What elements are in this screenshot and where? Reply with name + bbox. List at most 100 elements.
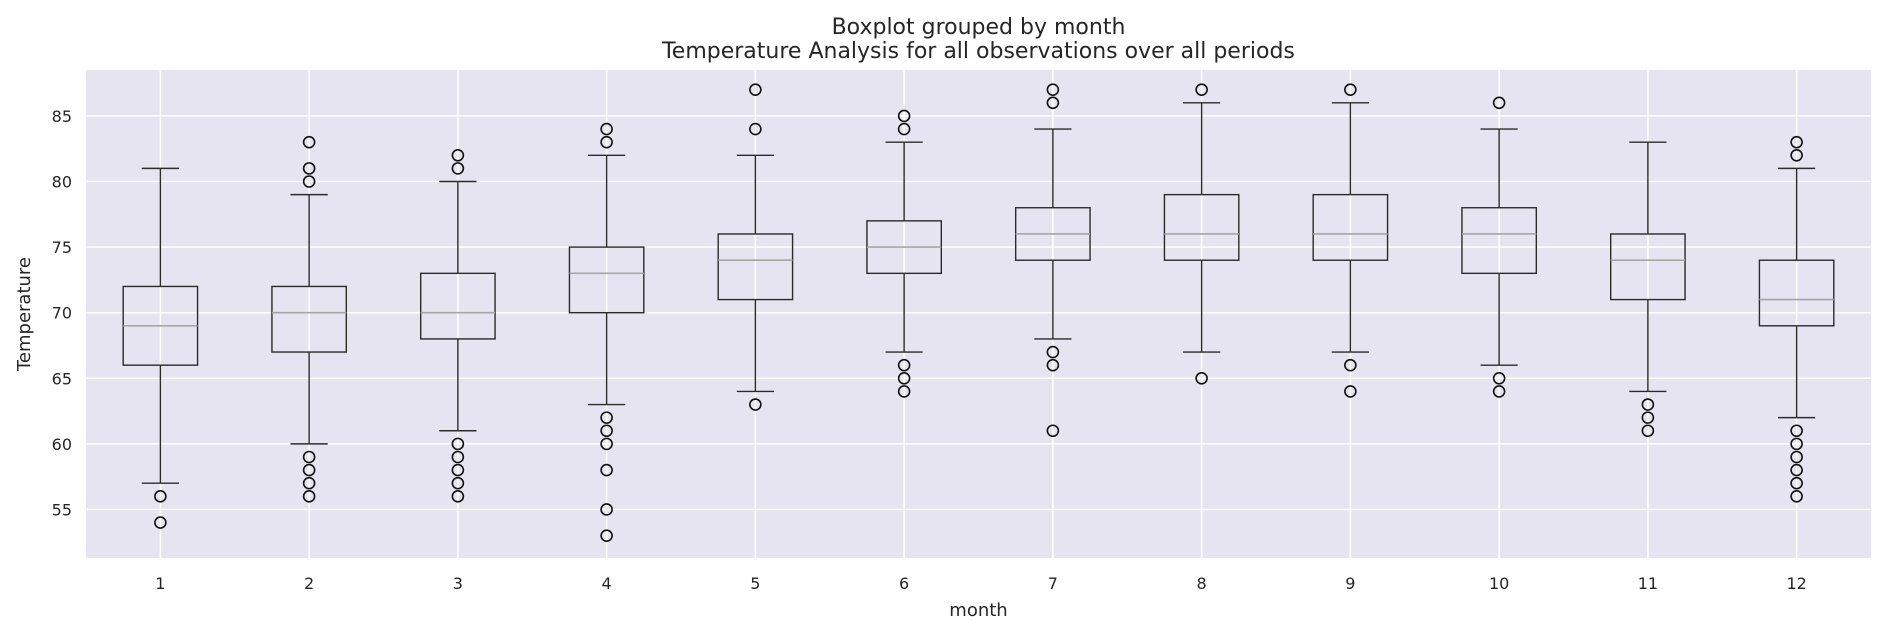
outlier-point	[302, 463, 316, 477]
outlier-point	[1790, 437, 1803, 451]
outlier-point	[1344, 358, 1357, 372]
box-month-1	[122, 167, 199, 529]
x-tick-label: 11	[1638, 574, 1658, 593]
outlier-point	[749, 398, 762, 411]
x-tick-label: 5	[750, 574, 760, 593]
x-tick-label: 4	[602, 574, 612, 593]
outlier-point	[451, 437, 465, 451]
outlier-point	[600, 135, 613, 149]
y-tick-label: 75	[52, 238, 72, 257]
iqr-box	[717, 233, 794, 301]
box-month-4	[568, 122, 645, 542]
outlier-point	[897, 122, 911, 136]
y-tick-label: 70	[52, 304, 72, 323]
box-month-2	[271, 135, 348, 503]
outlier-point	[302, 476, 316, 490]
outlier-point	[897, 385, 911, 398]
chart-suptitle: Boxplot grouped by month	[832, 15, 1126, 40]
outlier-point	[1492, 371, 1506, 385]
box-month-6	[866, 109, 943, 398]
outlier-point	[600, 463, 613, 477]
iqr-box	[419, 272, 496, 340]
outlier-point	[600, 437, 613, 451]
outlier-point	[1046, 96, 1060, 110]
x-tick-label: 1	[155, 574, 165, 593]
box-month-10	[1461, 96, 1538, 398]
outlier-point	[1344, 385, 1357, 398]
outlier-point	[897, 358, 911, 372]
outlier-point	[600, 122, 613, 136]
iqr-box	[1312, 193, 1389, 261]
outlier-point	[1790, 148, 1803, 162]
outlier-point	[451, 148, 465, 162]
outlier-point	[1492, 96, 1506, 110]
outlier-point	[1046, 345, 1060, 359]
outlier-point	[749, 83, 762, 96]
y-tick-label: 80	[52, 173, 72, 192]
box-month-12	[1758, 135, 1835, 503]
outlier-point	[1641, 411, 1655, 424]
outlier-point	[749, 122, 762, 136]
box-month-3	[419, 148, 496, 503]
box-month-8	[1163, 83, 1240, 385]
iqr-box	[271, 285, 348, 353]
outlier-point	[897, 371, 911, 385]
outlier-point	[451, 490, 465, 503]
outlier-point	[1641, 398, 1655, 411]
outlier-point	[154, 516, 167, 529]
outlier-point	[1641, 424, 1655, 438]
outlier-point	[154, 490, 167, 503]
x-tick-label: 7	[1048, 574, 1058, 593]
outlier-point	[451, 463, 465, 477]
outlier-point	[1790, 476, 1803, 490]
outlier-point	[600, 503, 613, 516]
x-tick-label: 8	[1197, 574, 1207, 593]
outlier-point	[1790, 450, 1803, 464]
y-tick-label: 65	[52, 369, 72, 388]
outlier-point	[1492, 385, 1506, 398]
outlier-point	[302, 490, 316, 503]
outlier-point	[1790, 135, 1803, 149]
iqr-box	[1609, 233, 1686, 301]
outlier-point	[600, 529, 613, 542]
outlier-point	[451, 162, 465, 175]
y-tick-label: 85	[52, 107, 72, 126]
outlier-point	[451, 450, 465, 464]
x-tick-label: 9	[1345, 574, 1355, 593]
outlier-point	[1195, 83, 1208, 96]
outlier-point	[302, 162, 316, 175]
outlier-point	[1344, 83, 1357, 96]
outlier-point	[1046, 83, 1060, 96]
y-tick-label: 55	[52, 500, 72, 519]
iqr-box	[1758, 259, 1835, 327]
outlier-point	[897, 109, 911, 123]
outlier-point	[302, 450, 316, 464]
x-tick-label: 3	[453, 574, 463, 593]
outlier-point	[1790, 490, 1803, 503]
y-tick-label: 60	[52, 435, 72, 454]
outlier-point	[302, 175, 316, 188]
x-tick-label: 12	[1786, 574, 1806, 593]
iqr-box	[1163, 193, 1240, 261]
iqr-box	[568, 246, 645, 314]
x-axis-label: month	[949, 600, 1007, 621]
y-axis-label: Temperature	[14, 257, 35, 372]
plot-background	[86, 70, 1871, 558]
box-month-11	[1609, 141, 1686, 438]
x-tick-label: 2	[304, 574, 314, 593]
box-month-5	[717, 83, 794, 411]
box-month-9	[1312, 83, 1389, 398]
outlier-point	[1046, 424, 1060, 438]
outlier-point	[600, 411, 613, 424]
outlier-point	[302, 135, 316, 149]
outlier-point	[1790, 424, 1803, 438]
outlier-point	[1195, 371, 1208, 385]
iqr-box	[1461, 207, 1538, 275]
x-tick-label: 10	[1489, 574, 1509, 593]
box-month-7	[1014, 83, 1091, 438]
outlier-point	[600, 424, 613, 438]
box-series	[122, 83, 1835, 542]
x-tick-label: 6	[899, 574, 909, 593]
chart-title: Temperature Analysis for all observation…	[661, 39, 1295, 64]
